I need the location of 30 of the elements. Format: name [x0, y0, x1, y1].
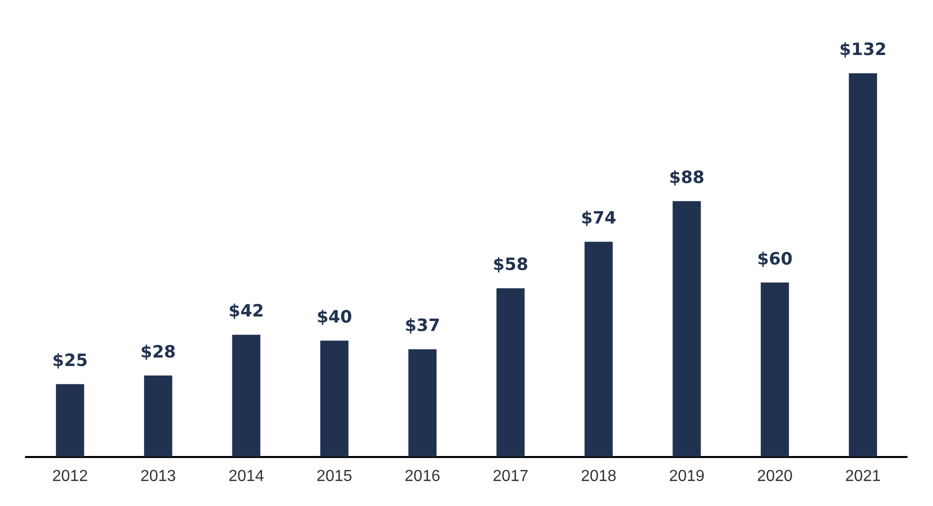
bar	[848, 73, 878, 457]
bar	[672, 201, 701, 457]
x-tick-label: 2018	[580, 468, 617, 485]
x-tick-label: 2013	[140, 468, 176, 485]
x-tick-label: 2020	[757, 468, 793, 485]
x-tick-label: 2017	[492, 468, 528, 485]
data-label: $25	[52, 351, 88, 372]
data-label: $88	[669, 168, 704, 188]
bar	[760, 282, 789, 457]
x-tick-label: 2014	[228, 468, 264, 485]
x-tick-label: 2019	[668, 468, 705, 485]
bar	[320, 340, 348, 457]
data-label: $28	[140, 342, 176, 362]
data-label: $60	[757, 249, 793, 270]
x-tick-label: 2016	[404, 468, 440, 485]
bar	[408, 349, 437, 457]
x-tick-label: 2021	[845, 468, 881, 485]
bar	[584, 242, 613, 457]
data-label: $132	[839, 40, 887, 60]
bar	[496, 288, 525, 457]
data-label: $37	[404, 316, 440, 336]
x-tick-label: 2012	[52, 468, 88, 485]
bar	[232, 334, 260, 457]
bar	[56, 384, 84, 457]
bar	[144, 375, 172, 457]
data-label: $58	[492, 255, 528, 276]
data-label: $74	[580, 208, 617, 229]
data-label: $42	[228, 302, 264, 322]
x-tick-label: 2015	[316, 468, 352, 485]
data-label: $40	[316, 307, 352, 328]
